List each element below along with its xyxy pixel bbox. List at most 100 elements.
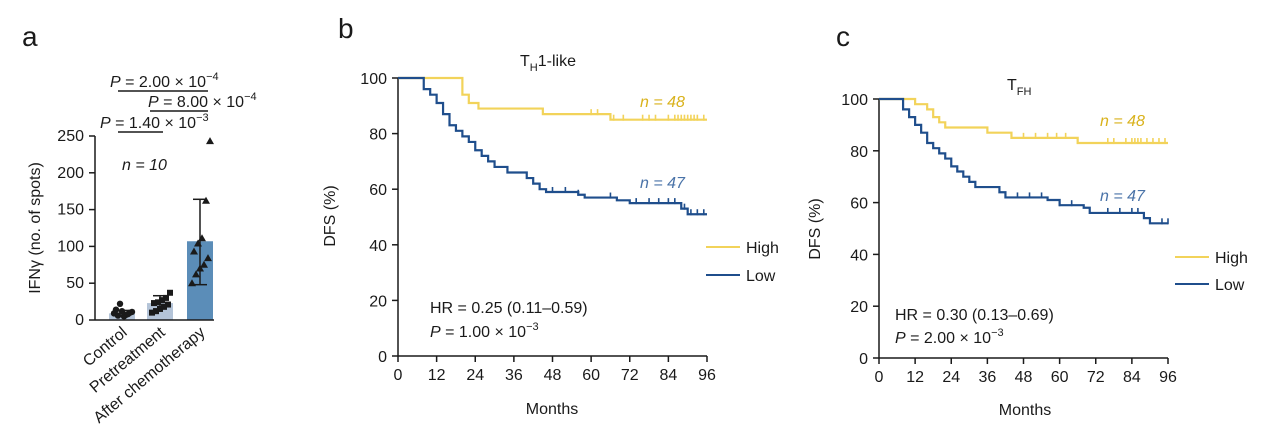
- p3-italic: P: [100, 115, 111, 132]
- p1-italic: P: [110, 74, 121, 91]
- p-c-italic: P: [895, 330, 906, 347]
- ylabel-c: DFS (%): [807, 198, 824, 259]
- data-point: [153, 308, 159, 315]
- legend-b-low-label: Low: [746, 268, 776, 285]
- p-b-exp: −3: [526, 321, 539, 333]
- ytick-label-a: 150: [57, 202, 84, 219]
- xtick-label: 60: [582, 367, 600, 384]
- km-curve-high: [879, 97, 1168, 145]
- title-b-sub: H: [530, 62, 538, 74]
- data-point: [116, 300, 124, 308]
- svg-text:P = 1.40 × 10−3: P = 1.40 × 10−3: [100, 112, 209, 132]
- panel-b: b TH1-like DFS (%) Months 0 20 40 60 80 100 0 1…: [322, 13, 779, 418]
- n-label-a: n = 10: [122, 157, 167, 174]
- data-point: [206, 137, 214, 145]
- ytick-label-a: 250: [57, 128, 84, 145]
- km-curve-low: [879, 97, 1168, 225]
- xtick-label: 24: [466, 367, 484, 384]
- data-point: [163, 294, 169, 301]
- data-point: [204, 254, 212, 262]
- legend-b-high-label: High: [746, 240, 779, 257]
- p-b: P = 1.00 × 10−3: [430, 321, 539, 341]
- p2-italic: P: [148, 94, 159, 111]
- ylabel-b: DFS (%): [322, 185, 339, 246]
- xlabel-c: Months: [999, 402, 1051, 419]
- xtick-label: 12: [428, 367, 446, 384]
- p-c: P = 2.00 × 10−3: [895, 327, 1004, 347]
- data-point: [161, 303, 167, 310]
- hr-c: HR = 0.30 (0.13–0.69): [895, 307, 1054, 324]
- ytick-label: 20: [369, 293, 387, 310]
- axes-b: 0 20 40 60 80 100 0 12 24 36 48 60 72 84 96: [360, 71, 716, 384]
- title-c-sub: FH: [1017, 86, 1032, 98]
- ytick-label: 20: [850, 299, 868, 316]
- data-point: [155, 299, 161, 306]
- km-curve-high: [398, 76, 707, 121]
- xtick-label: 48: [544, 367, 562, 384]
- panel-letter-c: c: [836, 21, 850, 52]
- n-low-b: n = 47: [640, 175, 686, 192]
- data-point: [149, 309, 155, 316]
- ytick-label: 100: [360, 71, 387, 88]
- p3-exp: −3: [196, 112, 209, 124]
- p-b-italic: P: [430, 324, 441, 341]
- yticks-a: 0 50 100 150 200 250: [57, 128, 95, 329]
- legend-c: High Low: [1175, 250, 1248, 294]
- title-b-rest: 1-like: [538, 53, 576, 70]
- data-point: [165, 301, 171, 308]
- data-point: [151, 300, 157, 307]
- xtick-label: 96: [1159, 369, 1177, 386]
- data-point: [159, 297, 165, 304]
- ytick-label: 0: [859, 351, 868, 368]
- legend-c-high-label: High: [1215, 250, 1248, 267]
- hr-b: HR = 0.25 (0.11–0.59): [430, 300, 588, 317]
- km-curve-low: [398, 76, 707, 216]
- xtick-label: 84: [659, 367, 677, 384]
- p-annotation-2: P = 8.00 × 10−4: [148, 91, 257, 112]
- ytick-label: 60: [369, 182, 387, 199]
- n-label-a-text: n = 10: [122, 157, 167, 174]
- p-c-exp: −3: [991, 327, 1004, 339]
- data-point: [128, 308, 136, 316]
- xtick-label: 24: [942, 369, 960, 386]
- p1-exp: −4: [206, 71, 219, 83]
- errorbars-a: [115, 198, 207, 317]
- ytick-label-a: 100: [57, 238, 84, 255]
- xtick-label: 0: [875, 369, 884, 386]
- data-point: [190, 247, 198, 255]
- panel-c: c TFH DFS (%) Months 0 20 40 60 80 100 0 12 24 36…: [807, 21, 1248, 419]
- ytick-label: 100: [841, 92, 868, 109]
- ytick-label: 80: [369, 127, 387, 144]
- p1-rest: = 2.00 × 10: [121, 74, 207, 91]
- ytick-label-a: 0: [75, 312, 84, 329]
- data-point: [200, 260, 208, 268]
- p2-rest: = 8.00 × 10: [159, 94, 245, 111]
- panel-letter-b: b: [338, 13, 354, 44]
- p-annotation-1: P = 2.00 × 10−4: [110, 71, 219, 92]
- data-point: [202, 196, 210, 204]
- title-b: TH1-like: [520, 53, 576, 74]
- xtick-label: 36: [978, 369, 996, 386]
- ytick-label-a: 200: [57, 165, 84, 182]
- curves-b: [398, 76, 707, 216]
- xlabel-b: Months: [526, 401, 578, 418]
- title-c: TFH: [1007, 77, 1032, 98]
- ylabel-a: IFNγ (no. of spots): [27, 162, 44, 294]
- panel-a: a IFNγ (no. of spots) 0 50 100 150 200 250 Co…: [22, 21, 257, 427]
- ytick-label: 0: [378, 349, 387, 366]
- data-point: [167, 289, 173, 296]
- ytick-label: 40: [850, 247, 868, 264]
- xtick-label: 72: [621, 367, 639, 384]
- legend-b: High Low: [706, 240, 779, 285]
- p3-rest: = 1.40 × 10: [111, 115, 197, 132]
- n-high-c: n = 48: [1100, 113, 1145, 130]
- data-point: [192, 270, 200, 278]
- xtick-label: 36: [505, 367, 523, 384]
- p-annotation-3: P = 1.40 × 10−3: [100, 112, 209, 133]
- xtick-label: 0: [394, 367, 403, 384]
- panel-letter-a: a: [22, 21, 38, 52]
- title-b-main: T: [520, 53, 530, 70]
- p-c-rest: = 2.00 × 10: [906, 330, 992, 347]
